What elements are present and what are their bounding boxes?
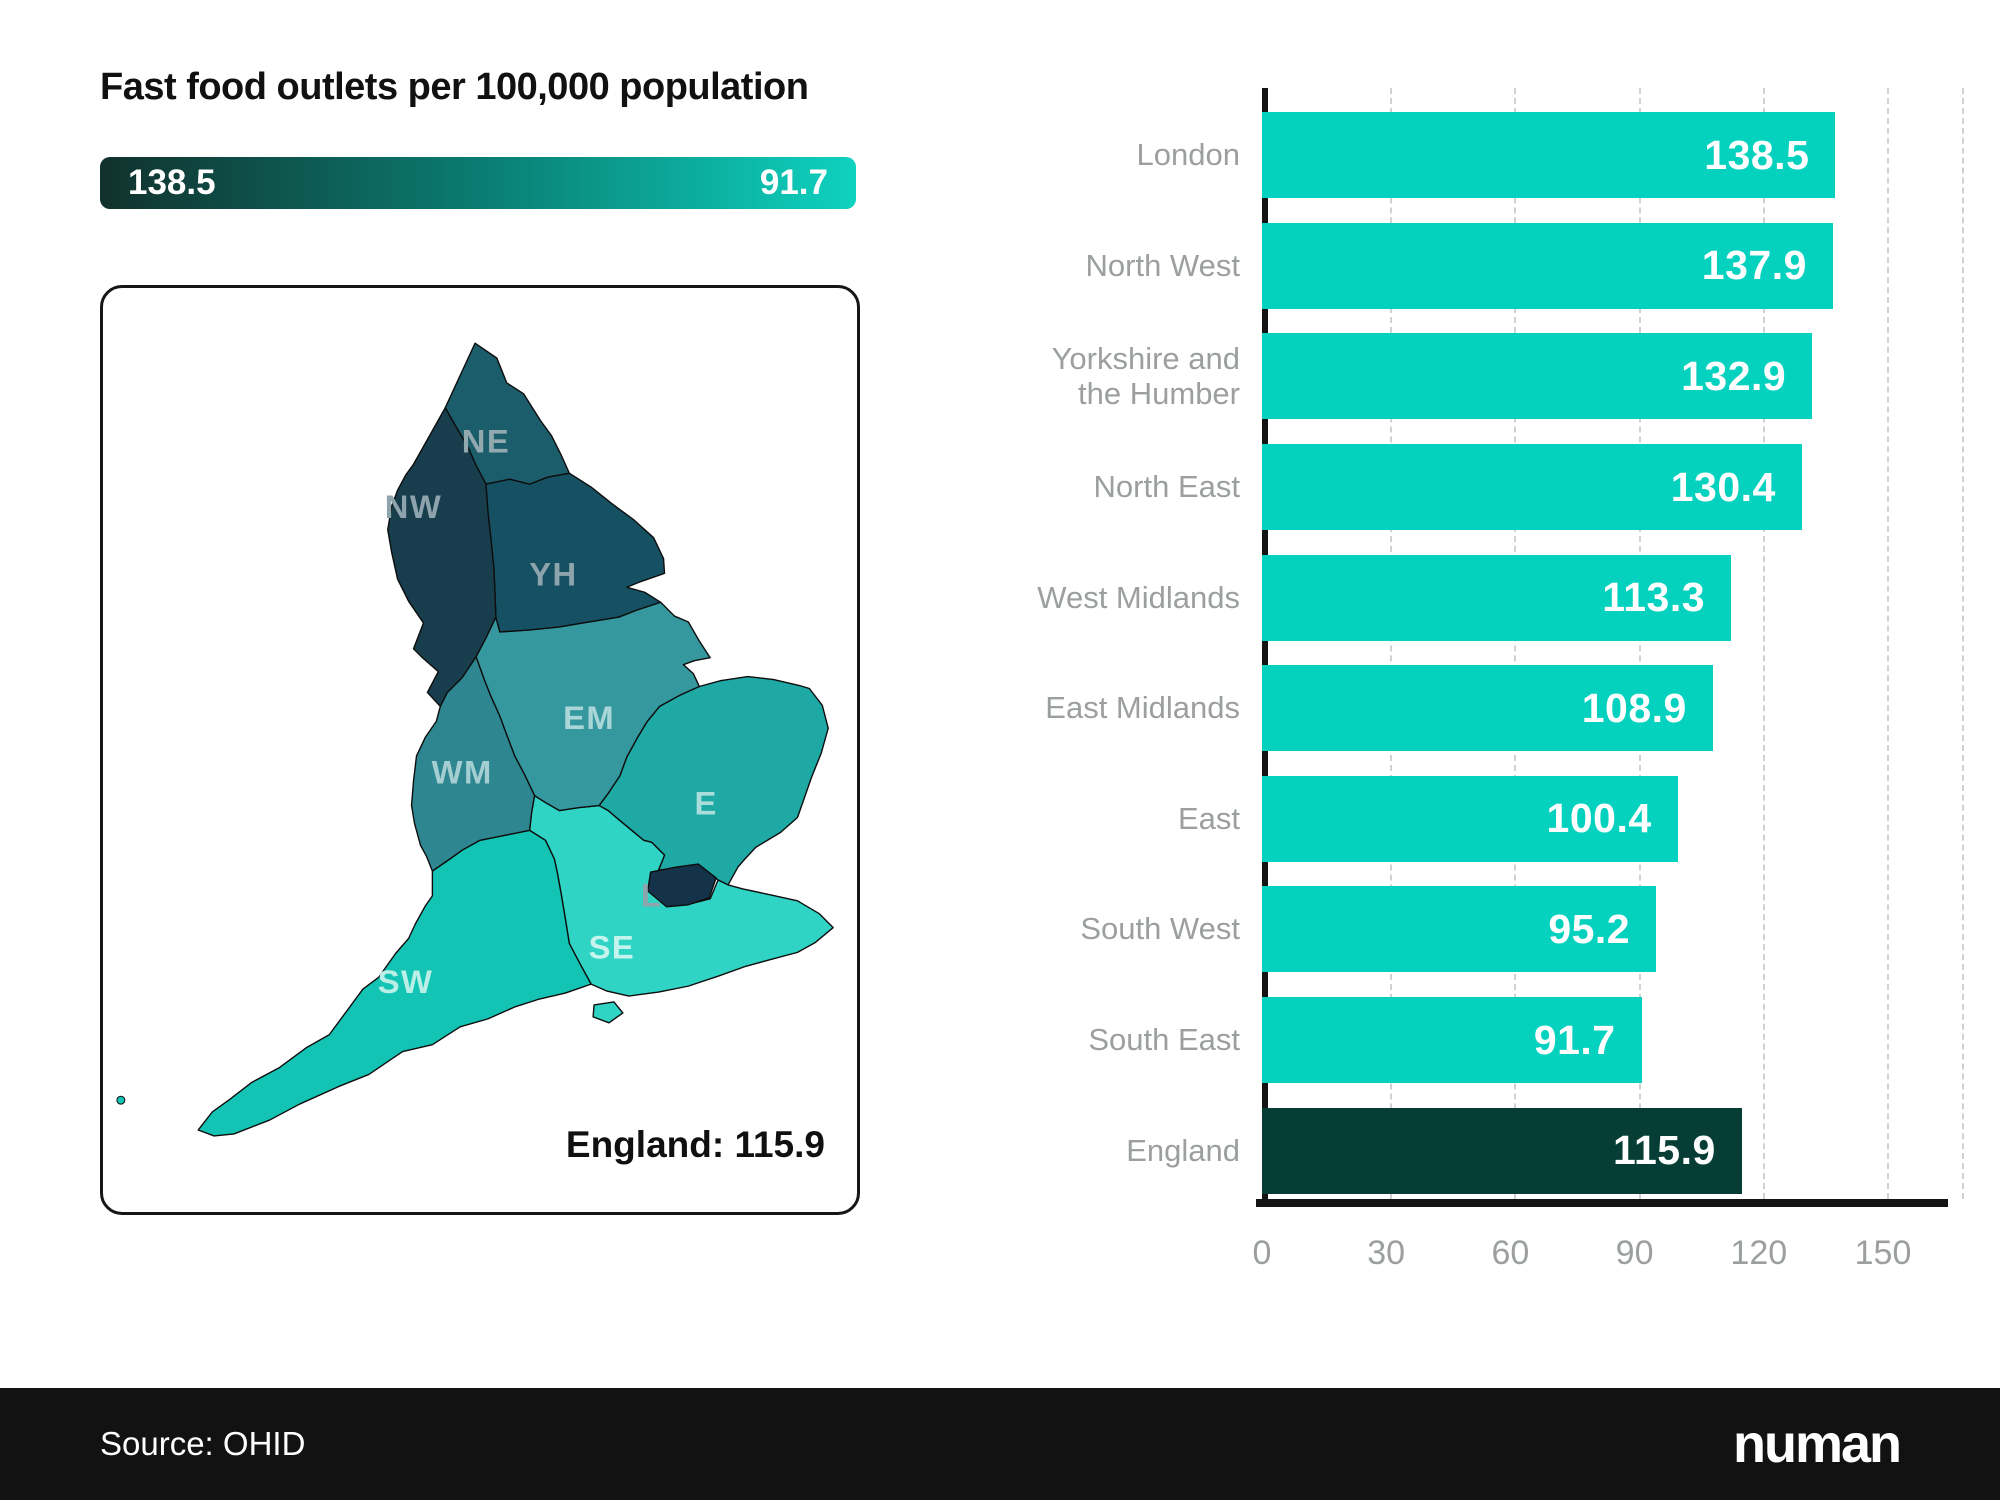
- x-tick-label: 90: [1615, 1234, 1654, 1272]
- bar-value: 138.5: [1704, 131, 1810, 178]
- gridline: [1887, 88, 1889, 1199]
- map-region-label-e: E: [695, 784, 718, 821]
- bar-track: 100.4: [1262, 775, 1962, 862]
- x-tick-label: 0: [1252, 1234, 1272, 1272]
- bar-track: 132.9: [1262, 333, 1962, 420]
- numan-logo: numan: [1732, 1414, 1902, 1474]
- map-region-south-west: [197, 829, 592, 1137]
- x-tick-label: 30: [1367, 1234, 1406, 1272]
- chart-row: East 100.4: [1000, 764, 1962, 875]
- bar-track: 115.9: [1262, 1107, 1962, 1194]
- gridline: [1514, 88, 1517, 1199]
- bar-track: 108.9: [1262, 665, 1962, 752]
- bar-chart: London 138.5 North West 137.9 Yorkshire and …: [1000, 88, 1975, 1272]
- gridline: [1762, 88, 1765, 1199]
- bar-value: 91.7: [1533, 1016, 1616, 1063]
- bar: 130.4: [1262, 444, 1802, 531]
- bar: 113.3: [1262, 554, 1732, 641]
- england-average-note: England: 115.9: [565, 1124, 825, 1165]
- map-region-yorkshire-humber: [485, 472, 666, 633]
- map-region-label-em: EM: [563, 699, 615, 736]
- gridline: [1390, 88, 1393, 1199]
- chart-row: North West 137.9: [1000, 211, 1962, 322]
- x-axis-line: [1256, 1199, 1948, 1207]
- bar-track: 113.3: [1262, 554, 1962, 641]
- bar: 132.9: [1262, 333, 1813, 420]
- bar: 100.4: [1262, 775, 1678, 862]
- chart-row: East Midlands 108.9: [1000, 653, 1962, 764]
- bar-label: North East: [1093, 469, 1240, 505]
- chart-row: England 115.9: [1000, 1095, 1962, 1206]
- chart-row: West Midlands 113.3: [1000, 542, 1962, 653]
- england-choropleth-map: NE NW YH EM WM E L SE SW: [116, 342, 834, 1137]
- bar: 91.7: [1262, 997, 1642, 1084]
- map-region-label-se: SE: [589, 928, 636, 965]
- map-region-north-west: [387, 407, 497, 708]
- bar-label: South East: [1088, 1022, 1240, 1058]
- bar-label: England: [1126, 1132, 1240, 1168]
- bar-label: East: [1177, 800, 1240, 836]
- bar-track: 130.4: [1262, 444, 1962, 531]
- bar-track: 137.9: [1262, 222, 1962, 309]
- map-region-label-yh: YH: [529, 555, 577, 592]
- bar-track: 138.5: [1262, 112, 1962, 199]
- chart-row: South East 91.7: [1000, 985, 1962, 1096]
- map-region-west-midlands: [410, 656, 536, 872]
- bar-value: 100.4: [1546, 795, 1652, 842]
- bar-value: 108.9: [1581, 684, 1687, 731]
- bar-label: South West: [1080, 911, 1240, 947]
- bar: 95.2: [1262, 886, 1657, 973]
- chart-row: London 138.5: [1000, 100, 1962, 211]
- map-region-label-ne: NE: [462, 422, 510, 459]
- chart-row: Yorkshire and the Humber 132.9: [1000, 321, 1962, 432]
- bar: 108.9: [1262, 665, 1713, 752]
- bar-label: West Midlands: [1037, 579, 1240, 615]
- bar: 137.9: [1262, 222, 1833, 309]
- england-map-panel: NE NW YH EM WM E L SE SW England: 115.9: [100, 285, 860, 1215]
- map-island-isle-of-wight: [592, 1001, 624, 1024]
- footer-bar: Source: OHID numan: [0, 1388, 2000, 1500]
- bar: 115.9: [1262, 1107, 1742, 1194]
- map-region-label-l: L: [641, 877, 662, 914]
- x-tick-label: 150: [1854, 1234, 1912, 1272]
- x-tick-label: 120: [1730, 1234, 1788, 1272]
- map-island-scilly: [116, 1095, 126, 1105]
- gridline: [1638, 88, 1641, 1199]
- color-scale-legend: 138.5 91.7: [100, 157, 856, 209]
- bar-value: 95.2: [1548, 905, 1631, 952]
- bar-label: London: [1136, 137, 1240, 173]
- bar-value: 130.4: [1670, 463, 1776, 510]
- map-region-london: [646, 863, 717, 908]
- legend-max-value: 138.5: [128, 163, 216, 202]
- bar-track: 95.2: [1262, 886, 1962, 973]
- plot-area: [1256, 88, 1968, 1207]
- map-region-label-nw: NW: [385, 488, 443, 525]
- bar-label: Yorkshire and the Humber: [1051, 340, 1240, 412]
- map-region-label-sw: SW: [378, 963, 434, 1000]
- chart-rows: London 138.5 North West 137.9 Yorkshire and …: [1000, 100, 1962, 1206]
- source-caption: Source: OHID: [100, 1425, 306, 1462]
- page-title: Fast food outlets per 100,000 population: [100, 66, 809, 108]
- x-axis-ticks: 0 30 60 90 120 150: [1253, 1234, 1962, 1294]
- bar: 138.5: [1262, 112, 1836, 199]
- bar-value: 115.9: [1612, 1127, 1716, 1174]
- map-region-label-wm: WM: [432, 754, 493, 791]
- x-tick-label: 60: [1491, 1234, 1530, 1272]
- bar-value: 137.9: [1701, 242, 1807, 289]
- gridline: [1962, 88, 1964, 1199]
- legend-min-value: 91.7: [759, 163, 828, 202]
- bar-value: 132.9: [1681, 352, 1787, 399]
- bar-value: 113.3: [1602, 574, 1706, 621]
- bar-track: 91.7: [1262, 997, 1962, 1084]
- bar-label: North West: [1085, 247, 1240, 283]
- chart-row: South West 95.2: [1000, 874, 1962, 985]
- chart-row: North East 130.4: [1000, 432, 1962, 543]
- bar-label: East Midlands: [1045, 690, 1240, 726]
